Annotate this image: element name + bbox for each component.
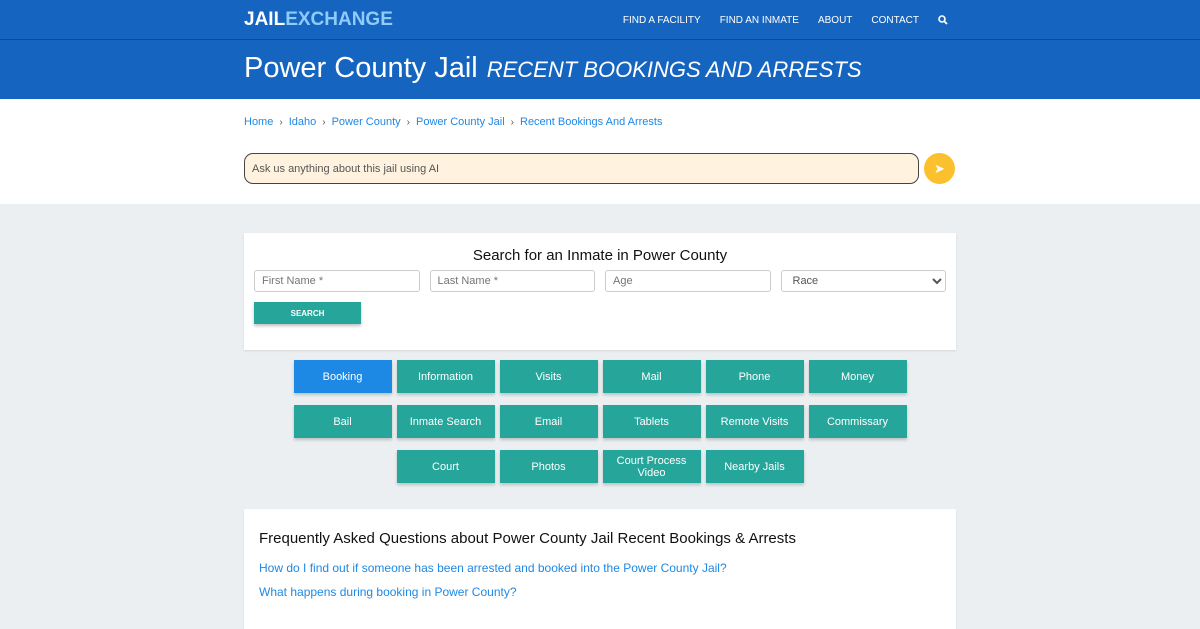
chevron-right-icon: ›: [406, 116, 410, 128]
chevron-right-icon: ›: [510, 116, 514, 128]
title-band: Power County Jail RECENT BOOKINGS AND AR…: [0, 40, 1200, 99]
ai-send-button[interactable]: ➤: [924, 153, 955, 184]
nav-find-facility[interactable]: FIND A FACILITY: [622, 14, 701, 26]
search-icon[interactable]: [938, 15, 948, 25]
top-nav: JAILEXCHANGE FIND A FACILITY FIND AN INM…: [0, 0, 1200, 40]
inmate-search-card: Search for an Inmate in Power County Rac…: [244, 233, 956, 350]
breadcrumb-jail[interactable]: Power County Jail: [416, 116, 505, 128]
nav-about[interactable]: ABOUT: [817, 14, 853, 26]
category-button-commissary[interactable]: Commissary: [808, 405, 907, 438]
category-button-nearby-jails[interactable]: Nearby Jails: [705, 450, 804, 483]
breadcrumb-current[interactable]: Recent Bookings And Arrests: [520, 116, 663, 128]
category-button-photos[interactable]: Photos: [499, 450, 598, 483]
category-button-email[interactable]: Email: [499, 405, 598, 438]
page-subtitle: RECENT BOOKINGS AND ARRESTS: [486, 57, 862, 82]
chevron-right-icon: ›: [279, 116, 283, 128]
category-button-court-process-video[interactable]: Court Process Video: [602, 450, 701, 483]
category-button-bail[interactable]: Bail: [293, 405, 392, 438]
category-button-visits[interactable]: Visits: [499, 360, 598, 393]
logo-text-a: JAIL: [244, 9, 286, 30]
category-button-money[interactable]: Money: [808, 360, 907, 393]
category-button-mail[interactable]: Mail: [602, 360, 701, 393]
first-name-input[interactable]: [254, 270, 420, 292]
category-button-phone[interactable]: Phone: [705, 360, 804, 393]
breadcrumb: Home › Idaho › Power County › Power County …: [244, 99, 956, 128]
category-button-tablets[interactable]: Tablets: [602, 405, 701, 438]
nav-contact[interactable]: CONTACT: [871, 14, 919, 26]
faq-section: Frequently Asked Questions about Power C…: [244, 509, 956, 629]
breadcrumb-home[interactable]: Home: [244, 116, 274, 128]
category-button-booking[interactable]: Booking: [293, 360, 392, 393]
breadcrumb-idaho[interactable]: Idaho: [288, 116, 317, 128]
faq-question[interactable]: What happens during booking in Power Cou…: [259, 585, 517, 599]
search-title: Search for an Inmate in Power County: [472, 247, 728, 264]
race-select[interactable]: Race: [780, 270, 946, 292]
faq-question[interactable]: How do I find out if someone has been ar…: [259, 561, 727, 575]
faq-title: Frequently Asked Questions about Power C…: [259, 530, 796, 547]
chevron-right-icon: ›: [322, 116, 326, 128]
category-button-remote-visits[interactable]: Remote Visits: [705, 405, 804, 438]
category-button-court[interactable]: Court: [396, 450, 495, 483]
category-button-information[interactable]: Information: [396, 360, 495, 393]
category-buttons: Booking Information Visits Mail Phone Money Ba…: [244, 360, 956, 483]
category-button-inmate-search[interactable]: Inmate Search: [396, 405, 495, 438]
last-name-input[interactable]: [429, 270, 595, 292]
search-button[interactable]: SEARCH: [254, 302, 361, 324]
paper-plane-icon: ➤: [934, 160, 945, 176]
logo[interactable]: JAILEXCHANGE: [244, 9, 393, 31]
age-input[interactable]: [605, 270, 771, 292]
breadcrumb-county[interactable]: Power County: [331, 116, 401, 128]
ai-question-input[interactable]: [244, 153, 919, 184]
logo-text-b: EXCHANGE: [285, 9, 393, 30]
nav-find-inmate[interactable]: FIND AN INMATE: [719, 14, 799, 26]
page-title: Power County Jail: [244, 51, 478, 84]
